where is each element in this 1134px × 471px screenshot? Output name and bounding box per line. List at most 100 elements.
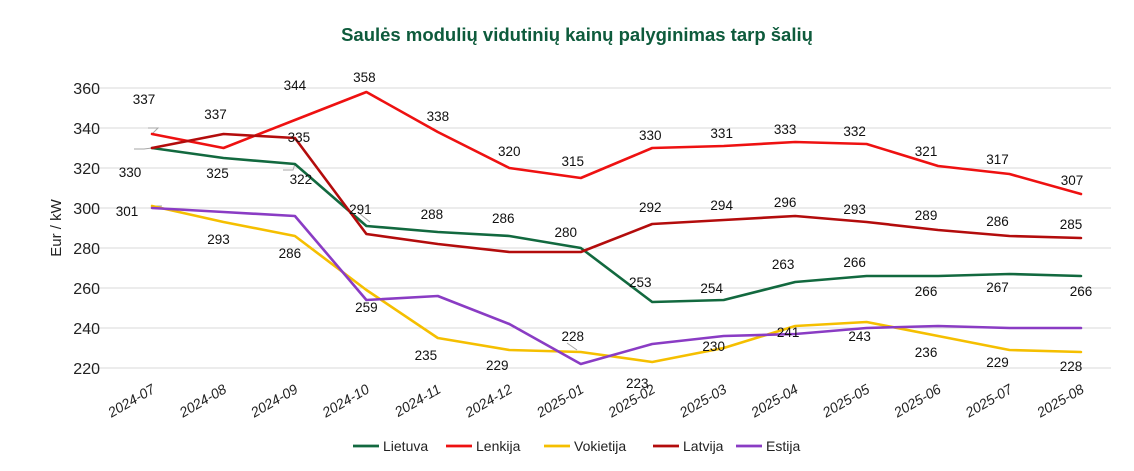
- data-label-lenkija: 344: [284, 78, 307, 93]
- data-label-lenkija: 338: [427, 109, 450, 124]
- legend-item-lietuva: Lietuva: [353, 438, 428, 454]
- legend: Lietuva Lenkija Vokietija Latvija Estija: [353, 438, 800, 454]
- data-label-lietuva: 330: [119, 165, 142, 180]
- data-label-vokietija: 301: [116, 204, 139, 219]
- x-tick-label: 2024-07: [104, 380, 158, 421]
- data-label-latvija: 293: [843, 202, 866, 217]
- series-line-lenkija: [150, 90, 1083, 196]
- x-tick-label: 2024-10: [319, 381, 373, 421]
- y-tick-label: 280: [73, 241, 100, 258]
- x-tick-label: 2024-11: [391, 381, 443, 421]
- legend-item-vokietija: Vokietija: [544, 438, 626, 454]
- data-label-vokietija: 286: [279, 246, 302, 261]
- data-label-latvija: 335: [288, 130, 311, 145]
- x-tick-label: 2025-05: [819, 381, 873, 421]
- y-tick-label: 240: [73, 321, 100, 338]
- data-label-vokietija: 229: [986, 355, 1009, 370]
- data-label-latvija: 286: [986, 214, 1009, 229]
- data-label-latvija: 285: [1060, 217, 1083, 232]
- data-label-lietuva: 267: [986, 280, 1009, 295]
- data-label-latvija: 337: [204, 107, 227, 122]
- legend-item-lenkija: Lenkija: [446, 438, 521, 454]
- y-axis-ticks: 220 240 260 280 300 320 340 360: [73, 81, 100, 378]
- leader-line: [359, 213, 371, 223]
- data-label-lietuva: 254: [700, 281, 723, 296]
- data-label-vokietija: 259: [355, 300, 378, 315]
- series-line-latvija: [150, 132, 1083, 254]
- data-label-lenkija: 333: [774, 122, 797, 137]
- data-label-lenkija: 358: [353, 70, 376, 85]
- legend-item-latvija: Latvija: [653, 438, 724, 454]
- data-label-latvija: 289: [915, 208, 938, 223]
- legend-label: Vokietija: [574, 438, 626, 454]
- data-label-lietuva: 286: [492, 211, 515, 226]
- leader-line: [283, 163, 296, 171]
- data-label-latvija: 294: [710, 198, 733, 213]
- series-line-lietuva: [150, 146, 1083, 304]
- data-label-lietuva: 253: [629, 275, 652, 290]
- data-labels: 330 325 322 291 288 286 280 253 254 263 266 266 267 2…: [116, 70, 1093, 391]
- data-label-lietuva: 280: [555, 225, 578, 240]
- y-tick-label: 340: [73, 121, 100, 138]
- legend-label: Estija: [766, 438, 800, 454]
- x-tick-label: 2025-06: [890, 381, 944, 421]
- x-tick-label: 2025-08: [1033, 381, 1087, 421]
- data-label-lietuva: 266: [843, 255, 866, 270]
- series-lines: [150, 90, 1083, 366]
- label-leader-lines: [134, 127, 578, 351]
- data-label-lenkija: 320: [498, 144, 521, 159]
- leader-line: [566, 342, 578, 351]
- chart-title: Saulės modulių vidutinių kainų palyginim…: [341, 24, 813, 45]
- gridlines: [80, 87, 1111, 369]
- y-tick-label: 360: [73, 81, 100, 98]
- x-tick-label: 2024-08: [176, 381, 230, 421]
- data-label-vokietija: 235: [415, 348, 438, 363]
- y-tick-label: 220: [73, 361, 100, 378]
- data-label-lietuva: 266: [915, 284, 938, 299]
- data-label-lenkija: 332: [843, 124, 866, 139]
- data-label-vokietija: 228: [1060, 359, 1083, 374]
- legend-item-estija: Estija: [736, 438, 800, 454]
- series-line-estija: [150, 206, 1083, 366]
- data-label-lietuva: 266: [1070, 284, 1093, 299]
- legend-label: Latvija: [683, 438, 724, 454]
- data-label-lenkija: 307: [1061, 173, 1084, 188]
- data-label-vokietija: 230: [702, 339, 725, 354]
- data-label-lietuva: 291: [349, 202, 372, 217]
- data-label-lietuva: 322: [290, 172, 313, 187]
- y-tick-label: 260: [73, 281, 100, 298]
- data-label-latvija: 296: [774, 195, 797, 210]
- data-label-vokietija: 223: [626, 376, 649, 391]
- x-tick-label: 2025-04: [747, 381, 801, 421]
- y-axis-label: Eur / kW: [48, 198, 65, 256]
- x-tick-label: 2025-01: [533, 381, 586, 421]
- legend-label: Lietuva: [383, 438, 428, 454]
- data-label-vokietija: 229: [486, 358, 509, 373]
- series-line-vokietija: [150, 204, 1083, 364]
- data-label-lietuva: 325: [206, 166, 229, 181]
- leader-line: [148, 127, 160, 135]
- x-tick-label: 2024-12: [461, 381, 515, 421]
- x-tick-label: 2024-09: [247, 381, 301, 421]
- data-label-vokietija: 293: [207, 232, 230, 247]
- data-label-vokietija: 241: [777, 325, 800, 340]
- y-tick-label: 300: [73, 201, 100, 218]
- data-label-latvija: 292: [639, 200, 662, 215]
- data-label-lenkija: 321: [915, 144, 938, 159]
- y-tick-label: 320: [73, 161, 100, 178]
- data-label-lenkija: 317: [986, 152, 1009, 167]
- x-tick-label: 2025-03: [676, 381, 730, 421]
- data-label-lenkija: 315: [562, 154, 585, 169]
- data-label-lenkija: 331: [710, 126, 733, 141]
- data-label-vokietija: 243: [848, 329, 871, 344]
- x-axis-ticks: 2024-07 2024-08 2024-09 2024-10 2024-11 2024-…: [104, 380, 1087, 421]
- leader-line: [134, 147, 153, 150]
- data-label-lenkija: 337: [133, 92, 156, 107]
- x-tick-label: 2025-07: [962, 380, 1016, 421]
- legend-label: Lenkija: [476, 438, 521, 454]
- data-label-lietuva: 263: [772, 257, 795, 272]
- data-label-lietuva: 288: [421, 207, 444, 222]
- data-label-estija: 228: [562, 329, 585, 344]
- data-label-lenkija: 330: [639, 128, 662, 143]
